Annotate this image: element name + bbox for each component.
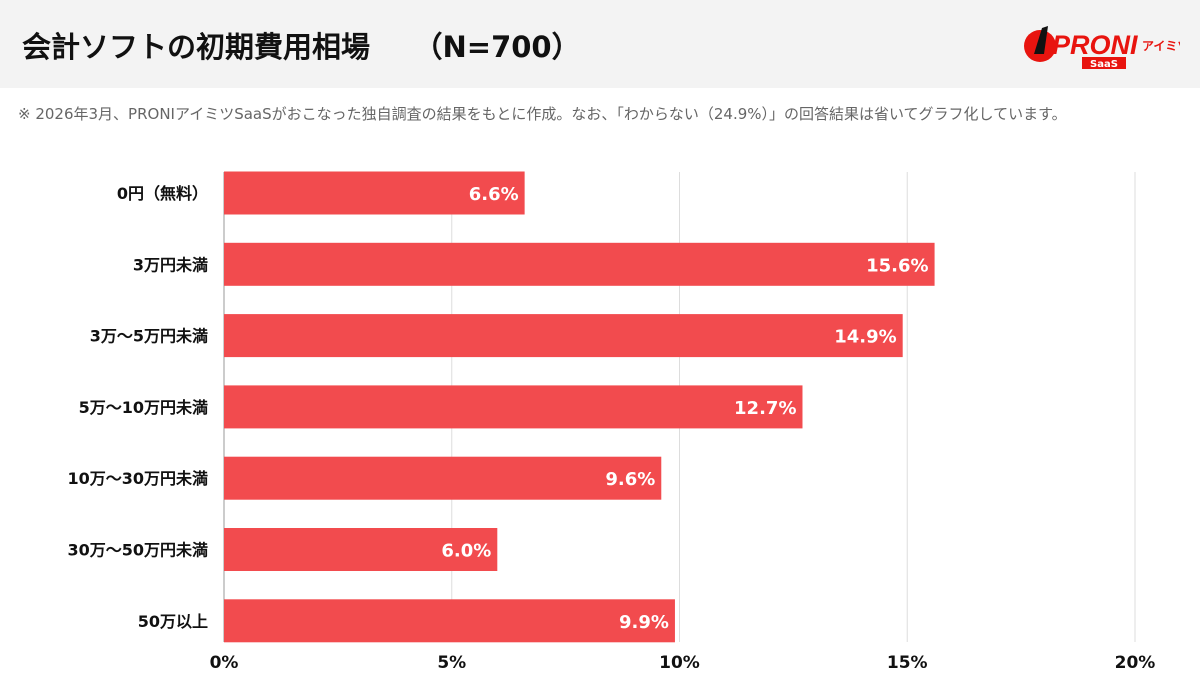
bar <box>224 528 498 571</box>
data-label: 15.6% <box>866 255 928 276</box>
bar <box>224 314 903 358</box>
category-label: 50万以上 <box>138 612 208 631</box>
bar <box>224 171 525 215</box>
header-band: 会計ソフトの初期費用相場 （N=700） PRONI アイミツ SaaS <box>0 0 1200 88</box>
x-tick-label: 0% <box>210 653 239 673</box>
bar <box>224 385 803 429</box>
bar <box>224 456 662 500</box>
chart-title: 会計ソフトの初期費用相場 （N=700） <box>22 30 581 64</box>
svg-text:アイミツ: アイミツ <box>1142 39 1180 53</box>
x-tick-label: 10% <box>659 653 700 673</box>
svg-text:PRONI: PRONI <box>1052 30 1138 60</box>
category-label: 3万円未満 <box>133 255 208 274</box>
svg-text:SaaS: SaaS <box>1090 59 1118 70</box>
category-label: 30万〜50万円未満 <box>67 541 208 560</box>
category-label: 0円（無料） <box>117 184 208 203</box>
category-label: 5万〜10万円未満 <box>79 398 208 417</box>
footnote: ※ 2026年3月、PRONIアイミツSaaSがおこなった独自調査の結果をもとに… <box>18 105 1067 123</box>
data-label: 6.0% <box>441 541 491 562</box>
data-label: 6.6% <box>469 184 519 205</box>
bar <box>224 242 935 286</box>
x-tick-label: 5% <box>437 653 466 673</box>
bar <box>224 599 675 643</box>
proni-logo: PRONI アイミツ SaaS <box>1024 26 1180 70</box>
data-label: 12.7% <box>734 398 796 419</box>
data-label: 14.9% <box>834 327 896 348</box>
category-label: 10万〜30万円未満 <box>67 469 208 488</box>
data-label: 9.6% <box>605 469 655 490</box>
category-label: 3万〜5万円未満 <box>90 327 208 346</box>
x-tick-label: 15% <box>887 653 928 673</box>
x-tick-label: 20% <box>1115 653 1156 673</box>
data-label: 9.9% <box>619 612 669 633</box>
